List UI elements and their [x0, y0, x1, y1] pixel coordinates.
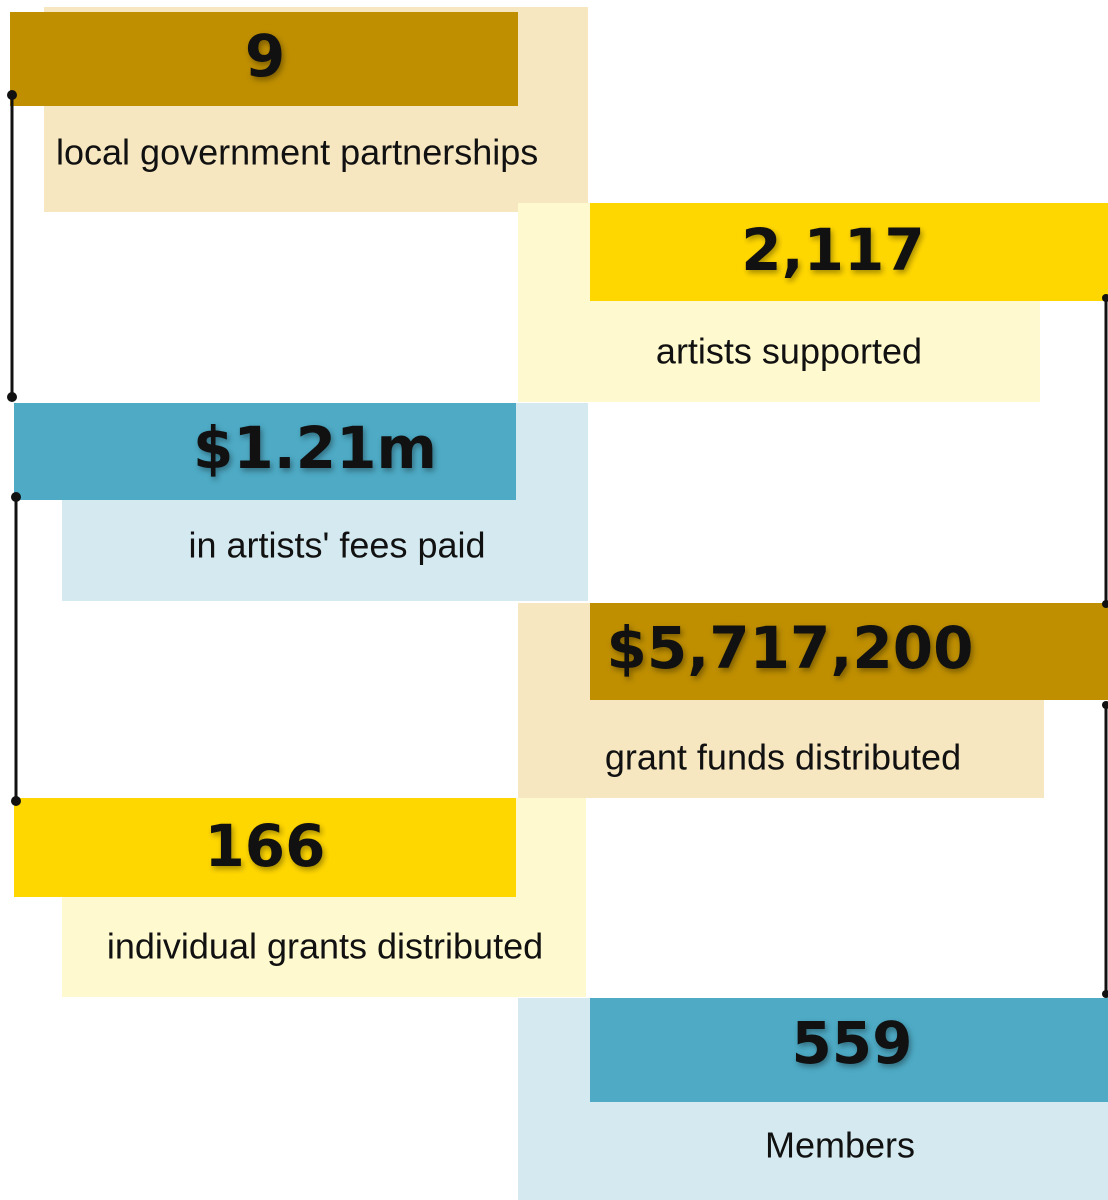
stat-value: 559	[791, 1009, 912, 1077]
connector-dot	[7, 392, 17, 402]
stat-label: in artists' fees paid	[188, 525, 485, 566]
stat-bar	[590, 203, 1108, 301]
stat-bar	[590, 998, 1108, 1102]
connector-dot	[11, 796, 21, 806]
stat-value: 166	[204, 812, 325, 880]
connector-dot	[7, 90, 17, 100]
connector-dot	[1102, 990, 1108, 998]
stat-bar	[14, 403, 516, 500]
stat-label: grant funds distributed	[605, 737, 961, 778]
connector-dot	[1102, 294, 1108, 302]
stat-label: artists supported	[656, 331, 922, 372]
stat-bar	[14, 798, 516, 897]
connector-dot	[11, 492, 21, 502]
stat-value: 9	[245, 22, 285, 90]
stat-bar	[10, 12, 518, 106]
stat-value: $5,717,200	[607, 614, 974, 682]
stat-label: Members	[765, 1125, 915, 1166]
connector-dot	[1102, 600, 1108, 608]
stat-label: local government partnerships	[56, 132, 538, 173]
stat-value: $1.21m	[193, 414, 437, 482]
connector-dot	[1102, 701, 1108, 709]
stat-value: 2,117	[741, 216, 924, 284]
stat-label: individual grants distributed	[107, 926, 543, 967]
stat-bar	[590, 603, 1108, 700]
